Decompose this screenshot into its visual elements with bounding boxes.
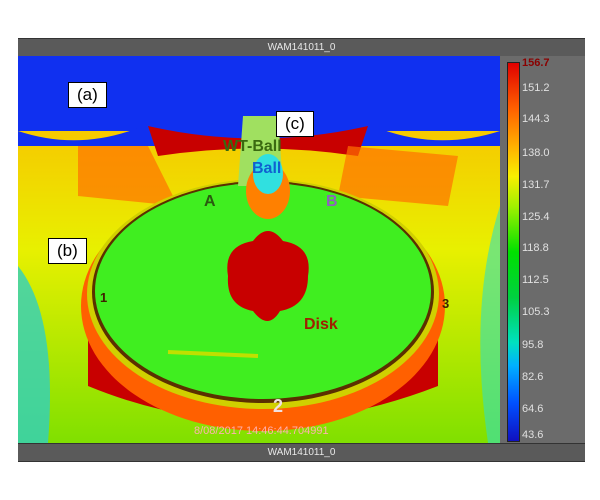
window-footer-bar: WAM141011_0 — [18, 443, 585, 462]
window-title: WAM141011_0 — [267, 42, 336, 53]
scale-tick: 112.5 — [522, 274, 549, 286]
scale-tick: 43.6 — [522, 429, 544, 441]
marker-b: B — [326, 193, 338, 210]
scale-tick: 138.0 — [522, 147, 550, 159]
marker-2: 2 — [273, 396, 284, 416]
scale-tick: 64.6 — [522, 403, 544, 415]
scale-tick: 105.3 — [522, 306, 550, 318]
marker-a: A — [204, 193, 216, 210]
callout-a: (a) — [68, 82, 107, 108]
window-footer: WAM141011_0 — [267, 447, 336, 458]
marker-3: 3 — [442, 296, 450, 311]
marker-1: 1 — [100, 290, 108, 305]
scale-tick: 125.4 — [522, 211, 550, 223]
callout-b: (b) — [48, 238, 87, 264]
timestamp: 8/08/2017 14:46:44.704991 — [194, 425, 329, 437]
marker-wt-ball: WT-Ball — [223, 138, 282, 155]
marker-ball: Ball — [252, 160, 282, 177]
thermal-image: (a) (b) (c) WT-Ball Ball A B Disk 1 2 3 … — [18, 56, 500, 443]
color-scale-bar — [507, 62, 520, 442]
scale-tick: 144.3 — [522, 113, 550, 125]
scale-tick: 118.8 — [522, 242, 549, 254]
scale-tick: 131.7 — [522, 179, 550, 191]
marker-disk: Disk — [304, 316, 338, 333]
scale-tick: 95.8 — [522, 339, 544, 351]
scale-tick: 156.7 — [522, 57, 550, 69]
callout-c: (c) — [276, 111, 314, 137]
scale-tick: 82.6 — [522, 371, 544, 383]
scale-tick: 151.2 — [522, 82, 550, 94]
color-scale: 156.7 151.2 144.3 138.0 131.7 125.4 118.… — [500, 56, 585, 443]
window-title-bar: WAM141011_0 — [18, 38, 585, 57]
